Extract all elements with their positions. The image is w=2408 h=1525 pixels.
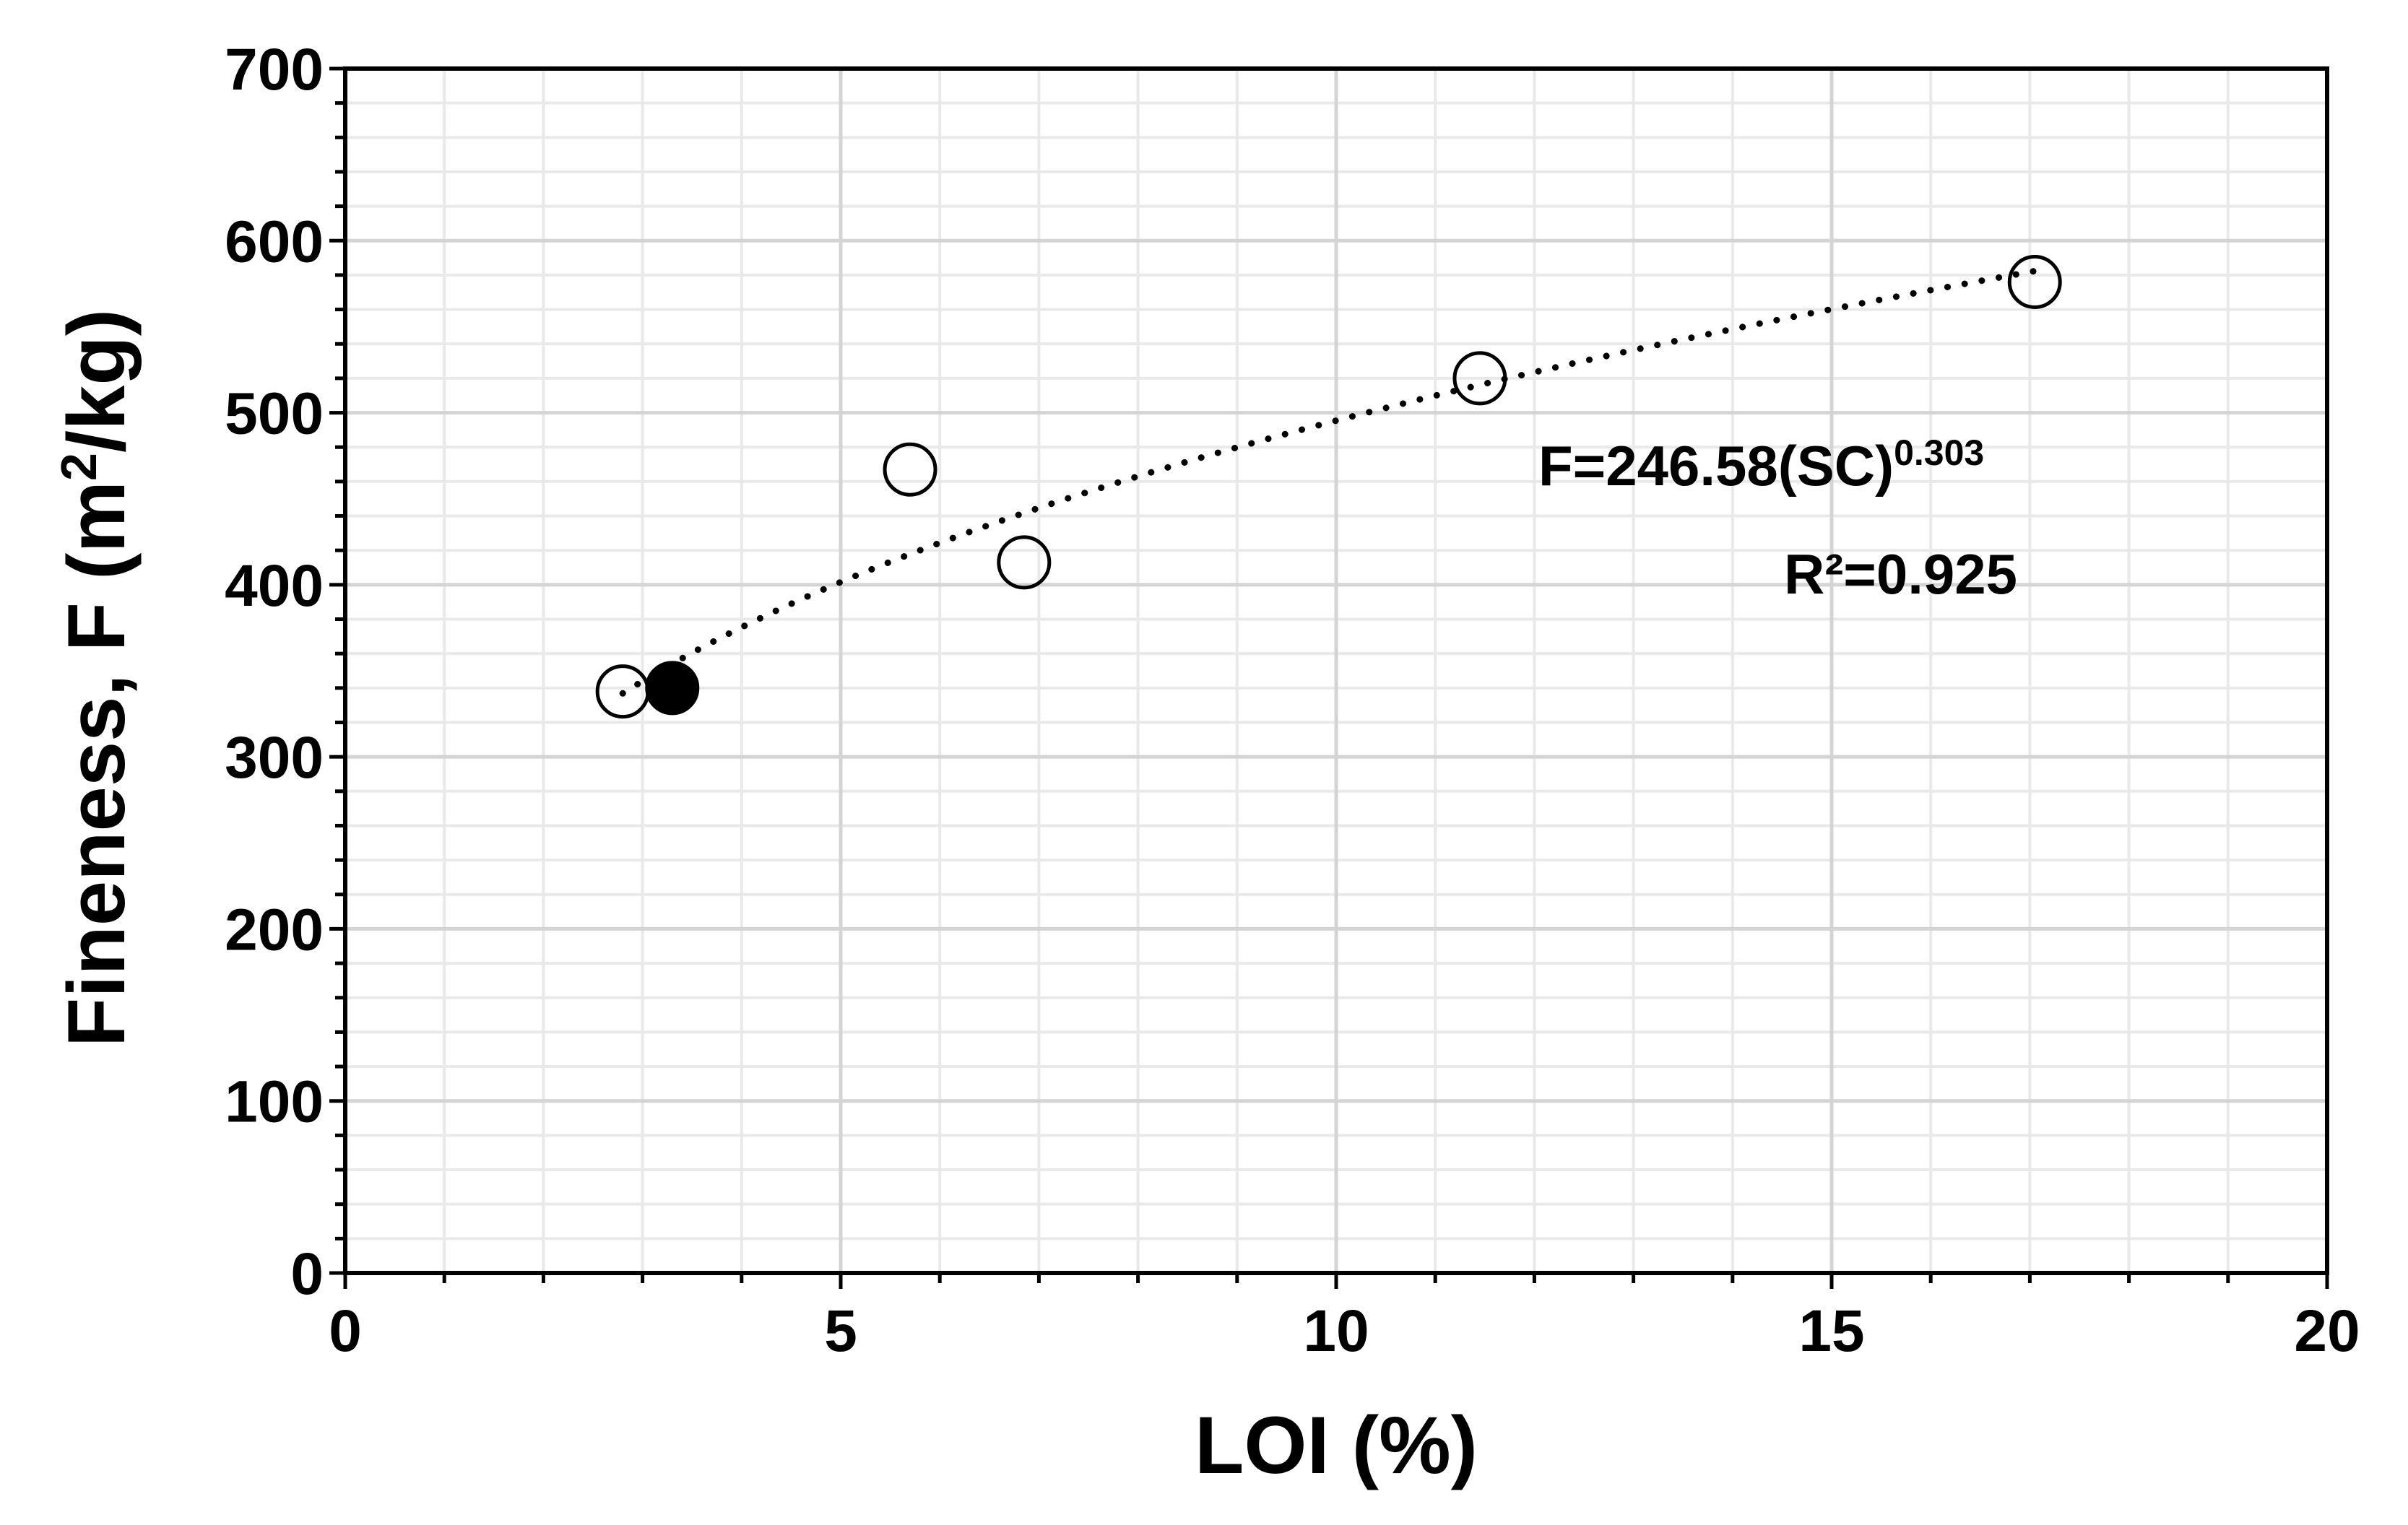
x-tick-label: 10	[1303, 1298, 1369, 1364]
x-axis-title: LOI (%)	[1195, 1400, 1478, 1490]
x-tick-labels: 0 5 10 15 20	[329, 1298, 2360, 1364]
data-point-filled	[645, 661, 700, 716]
y-tick-label: 0	[290, 1241, 324, 1307]
y-tick-label: 100	[225, 1069, 324, 1135]
y-axis-title-superscript: 2	[51, 453, 107, 481]
y-tick-label: 600	[225, 209, 324, 274]
equation-main: F=246.58(SC)	[1538, 434, 1894, 498]
trendline-group	[619, 267, 2038, 697]
y-tick-label: 400	[225, 553, 324, 619]
data-point-open	[997, 535, 1052, 590]
y-tick-label: 200	[225, 897, 324, 963]
data-points-group	[595, 254, 2062, 719]
y-tick-label: 300	[225, 725, 324, 791]
x-tick-label: 20	[2294, 1298, 2360, 1364]
x-tick-label: 0	[329, 1298, 362, 1364]
data-point-open	[2007, 254, 2062, 309]
major-gridlines	[345, 69, 2327, 1273]
y-axis-title: Fineness, F (m2/kg)	[51, 309, 142, 1047]
y-axis-title-main: Fineness, F (m	[51, 481, 142, 1047]
axis-ticks	[329, 66, 2329, 1289]
data-point-open	[1452, 351, 1507, 406]
r-squared-annotation: R²=0.925	[1784, 542, 2017, 606]
x-tick-label: 5	[824, 1298, 857, 1364]
x-tick-label: 15	[1798, 1298, 1864, 1364]
trendline	[619, 267, 2038, 697]
y-tick-label: 700	[225, 37, 324, 103]
y-tick-label: 500	[225, 381, 324, 447]
y-tick-labels: 0 100 200 300 400 500 600 700	[225, 37, 324, 1307]
equation-annotation: F=246.58(SC)0.303	[1538, 433, 1984, 498]
equation-exponent: 0.303	[1894, 433, 1984, 473]
data-point-open	[883, 442, 937, 497]
y-axis-title-end: /kg)	[51, 309, 142, 453]
